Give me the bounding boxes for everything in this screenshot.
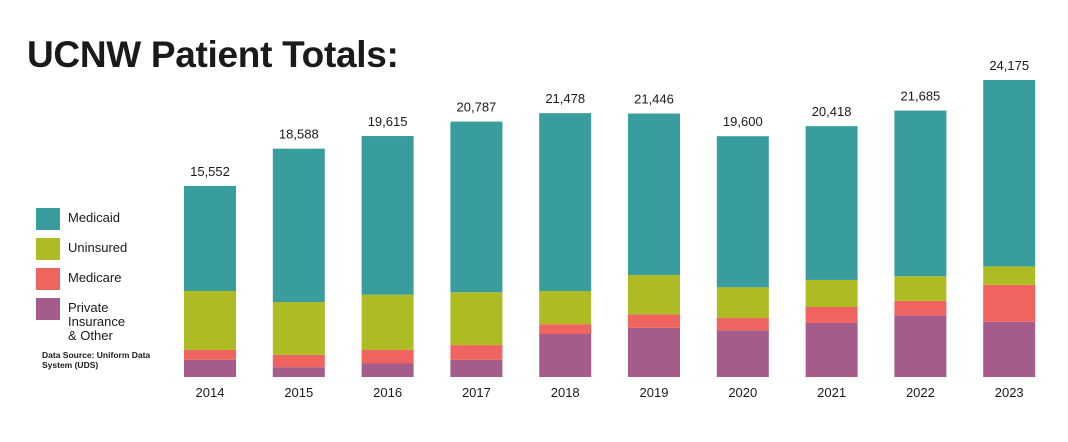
bar-2017-medicaid — [450, 121, 503, 293]
total-label-2015: 18,588 — [279, 127, 319, 142]
legend-swatch-private — [36, 298, 60, 320]
bar-2021-private — [805, 322, 858, 377]
bar-2020-uninsured — [716, 287, 769, 319]
x-tick-label-2020: 2020 — [728, 385, 757, 400]
bar-2015-private — [272, 367, 325, 377]
bar-2022-medicare — [894, 300, 947, 316]
bar-2023-uninsured — [983, 266, 1036, 285]
bar-2023-medicaid — [983, 80, 1036, 267]
total-label-2019: 21,446 — [634, 92, 674, 107]
bar-2016-private — [361, 363, 414, 377]
total-label-2014: 15,552 — [190, 164, 230, 179]
bar-2014-medicare — [184, 349, 236, 360]
bar-2022-private — [894, 315, 947, 377]
bar-2017-private — [450, 359, 503, 377]
x-tick-label-2015: 2015 — [284, 385, 313, 400]
legend-item-medicare: Medicare — [36, 268, 176, 290]
bar-2014-medicaid — [184, 185, 236, 292]
bar-2021-medicaid — [805, 126, 858, 280]
legend-item-private: Private Insurance & Other — [36, 298, 176, 343]
legend-item-uninsured: Uninsured — [36, 238, 176, 260]
total-label-2017: 20,787 — [457, 100, 497, 115]
x-tick-label-2019: 2019 — [640, 385, 669, 400]
legend-label-medicaid: Medicaid — [68, 210, 121, 225]
bar-2022-uninsured — [894, 276, 947, 301]
bar-2019-medicaid — [628, 113, 680, 276]
x-tick-label-2016: 2016 — [373, 385, 402, 400]
x-tick-label-2021: 2021 — [817, 385, 846, 400]
bar-2019-private — [628, 327, 680, 377]
legend-label-private: Private Insurance & Other — [68, 300, 126, 343]
bar-2023-private — [983, 321, 1036, 377]
bar-2017-medicare — [450, 345, 503, 360]
x-tick-label-2017: 2017 — [462, 385, 491, 400]
bar-2018-medicare — [539, 324, 592, 335]
legend-swatch-medicaid — [36, 208, 60, 230]
legend-swatch-uninsured — [36, 238, 60, 260]
legend-label-medicare: Medicare — [68, 270, 122, 285]
x-tick-label-2018: 2018 — [551, 385, 580, 400]
bar-2019-uninsured — [628, 275, 680, 315]
bar-2016-medicare — [361, 349, 414, 364]
total-label-2018: 21,478 — [545, 91, 585, 106]
bar-2021-medicare — [805, 306, 858, 323]
bar-2019-medicare — [628, 314, 680, 328]
bar-2015-uninsured — [272, 302, 325, 355]
x-tick-label-2023: 2023 — [995, 385, 1024, 400]
chart-title: UCNW Patient Totals: — [27, 34, 399, 75]
bar-2014-uninsured — [184, 291, 236, 350]
bar-2018-uninsured — [539, 291, 592, 325]
bar-2020-medicare — [716, 318, 769, 331]
bar-2015-medicare — [272, 354, 325, 368]
legend-label-uninsured: Uninsured — [68, 240, 128, 255]
total-label-2023: 24,175 — [989, 58, 1029, 73]
total-label-2021: 20,418 — [812, 104, 852, 119]
bar-2018-private — [539, 334, 592, 377]
bar-2017-uninsured — [450, 292, 503, 346]
bar-2014-private — [184, 359, 236, 377]
total-label-2020: 19,600 — [723, 114, 763, 129]
bar-2022-medicaid — [894, 110, 947, 277]
bar-2016-medicaid — [361, 136, 414, 295]
x-tick-label-2014: 2014 — [196, 385, 225, 400]
bar-2020-private — [716, 330, 769, 377]
x-tick-label-2022: 2022 — [906, 385, 935, 400]
bar-2020-medicaid — [716, 136, 769, 288]
data-source-note: Data Source: Uniform Data System (UDS) — [42, 350, 151, 370]
bar-2023-medicare — [983, 284, 1036, 322]
bar-2016-uninsured — [361, 294, 414, 350]
bar-2021-uninsured — [805, 279, 858, 307]
legend-item-medicaid: Medicaid — [36, 208, 176, 230]
total-label-2022: 21,685 — [901, 89, 941, 104]
legend-swatch-medicare — [36, 268, 60, 290]
total-label-2016: 19,615 — [368, 114, 408, 129]
bar-2015-medicaid — [272, 148, 325, 303]
bar-2018-medicaid — [539, 113, 592, 292]
legend: Medicaid Uninsured Medicare Private Insu… — [36, 208, 176, 350]
